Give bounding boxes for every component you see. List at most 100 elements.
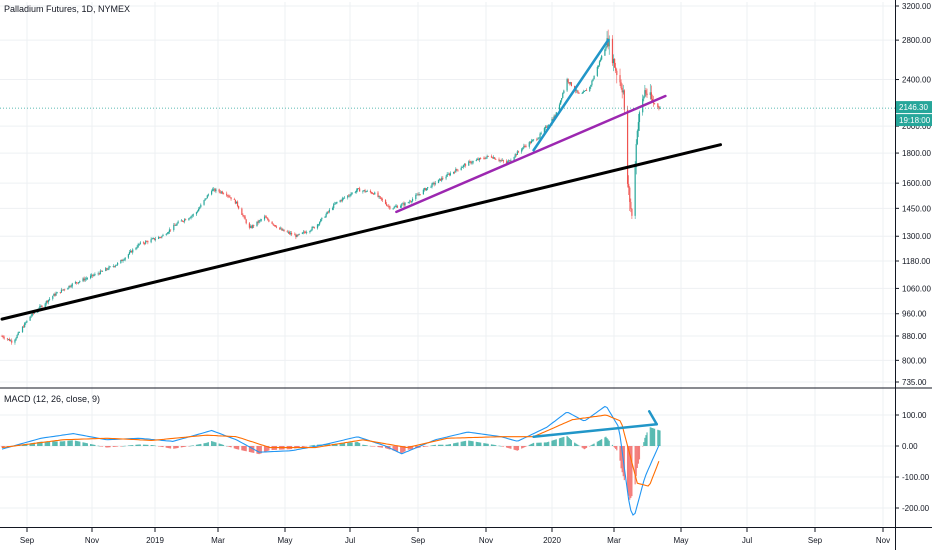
macd-histogram-bar (642, 446, 644, 447)
candle-body (469, 161, 471, 163)
macd-histogram-bar (537, 442, 539, 446)
candle-body (456, 168, 458, 170)
macd-histogram-bar (230, 446, 232, 448)
macd-histogram-bar (424, 446, 427, 447)
candle-body (388, 205, 390, 207)
candle-body (635, 144, 637, 168)
macd-histogram-bar (510, 446, 512, 449)
candle-body (221, 191, 224, 194)
macd-histogram-bar (33, 442, 36, 446)
candle-body (189, 217, 191, 219)
macd-histogram-bar (374, 446, 376, 447)
candle-body (536, 139, 538, 141)
candle-body (305, 232, 307, 234)
macd-histogram-bar (400, 446, 402, 453)
macd-histogram-bar (583, 446, 585, 450)
candle-body (99, 270, 101, 275)
macd-histogram-bar (408, 446, 410, 450)
candle-body (516, 151, 518, 155)
macd-histogram-bar (267, 446, 269, 451)
macd-histogram-bar (554, 439, 556, 446)
macd-histogram-bar (68, 440, 70, 446)
macd-histogram-bar (426, 446, 428, 447)
candle-body (160, 237, 162, 238)
macd-histogram-bar (190, 445, 192, 447)
macd-histogram-bar (196, 444, 199, 446)
macd-histogram-bar (41, 441, 43, 446)
candle-body (448, 173, 450, 176)
macd-histogram-bar (423, 446, 426, 447)
macd-histogram-bar (486, 443, 488, 446)
macd-histogram-bar (59, 441, 61, 446)
candle-body (250, 226, 253, 228)
macd-histogram-bar (461, 441, 463, 446)
candle-body (39, 306, 41, 310)
candle-body (356, 188, 359, 191)
candle-body (500, 160, 502, 162)
candle-body (449, 173, 451, 176)
macd-histogram-bar (342, 443, 345, 446)
macd-histogram-bar (105, 446, 107, 448)
candle-body (162, 234, 164, 237)
candle-body (591, 80, 593, 86)
macd-histogram-bar (355, 442, 357, 446)
candle-body (83, 278, 85, 281)
candle-body (317, 224, 320, 226)
macd-tick-label: 100.00 (902, 411, 927, 420)
macd-histogram-bar (357, 442, 360, 446)
candle-body (651, 99, 654, 101)
macd-histogram-bar (235, 446, 238, 450)
candle-body (195, 212, 198, 215)
macd-histogram-bar (515, 446, 517, 451)
candle-body (242, 214, 244, 216)
candle-body (129, 250, 132, 253)
macd-histogram-bar (402, 446, 404, 453)
macd-histogram-bar (161, 446, 163, 447)
candle-body (359, 188, 361, 192)
candle-body (105, 268, 107, 272)
candle-body (74, 282, 77, 284)
candle-body (378, 196, 380, 198)
macd-histogram-bar (38, 442, 40, 446)
candle-body (181, 220, 184, 222)
candle-body (182, 221, 185, 223)
macd-histogram-bar (122, 446, 124, 447)
macd-histogram-bar (581, 446, 583, 448)
macd-histogram-bar (150, 444, 152, 446)
macd-histogram-bar (487, 443, 489, 446)
macd-histogram-bar (242, 446, 244, 451)
last-price-label: 2146.30 (899, 103, 928, 112)
candle-body (380, 197, 382, 200)
candle-body (59, 292, 61, 293)
candle-body (509, 160, 511, 162)
candle-body (438, 178, 441, 180)
macd-histogram-bar (386, 446, 388, 449)
candle-body (333, 204, 335, 209)
candle-body (309, 230, 311, 233)
trendline (0, 143, 723, 321)
candle-body (491, 157, 494, 159)
macd-histogram-bar (649, 427, 651, 446)
macd-histogram-bar (410, 446, 413, 450)
macd-histogram-bar (364, 445, 366, 446)
macd-histogram-bar (3, 446, 5, 448)
candle-body (442, 177, 444, 179)
macd-histogram-bar (373, 446, 375, 447)
candle-body (228, 195, 230, 197)
macd-histogram-bar (490, 444, 493, 446)
macd-histogram-bar (206, 442, 208, 446)
macd-histogram-bar (431, 445, 433, 446)
candle-body (521, 149, 523, 152)
macd-histogram-bar (365, 445, 367, 446)
macd-histogram-bar (422, 446, 424, 447)
macd-histogram-bar (529, 444, 531, 446)
candle-body (567, 79, 569, 83)
candle-body (411, 198, 414, 202)
candle-body (377, 192, 379, 197)
macd-histogram-bar (145, 444, 147, 446)
macd-histogram-bar (244, 446, 246, 452)
macd-histogram-bar (499, 445, 501, 447)
macd-histogram-bar (582, 446, 584, 449)
candle-body (286, 231, 288, 233)
candle-body (256, 221, 258, 227)
